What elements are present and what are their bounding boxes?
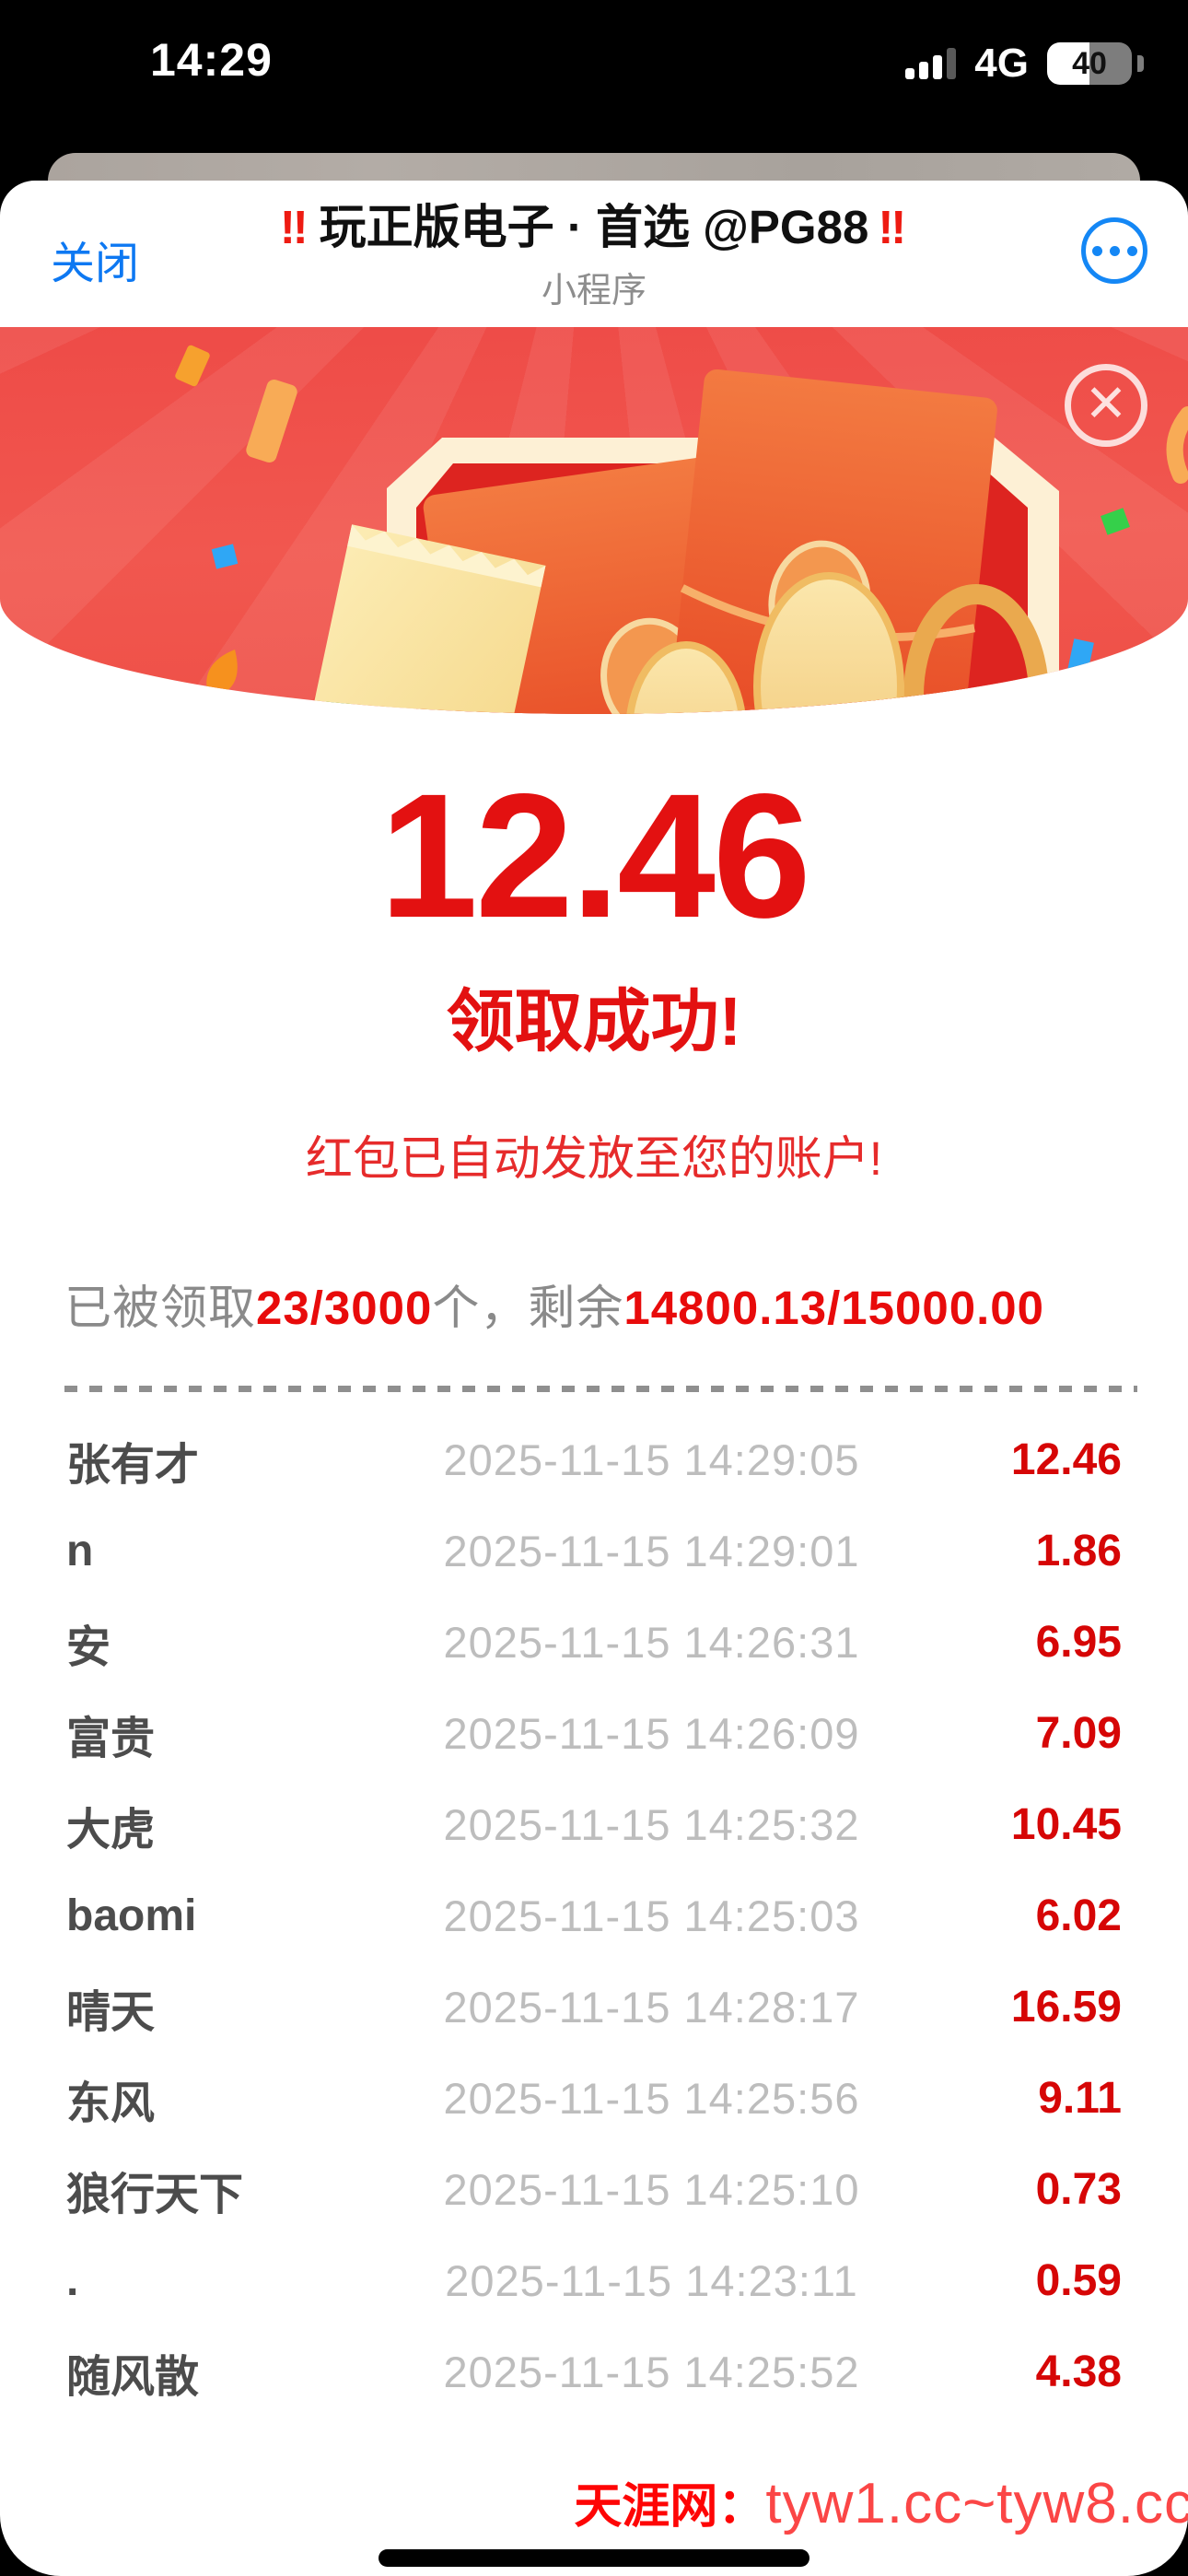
- close-button[interactable]: 关闭: [51, 240, 140, 288]
- record-timestamp: 2025-11-15 14:29:05: [443, 1435, 860, 1484]
- double-bang-icon: ‼: [878, 201, 909, 253]
- battery-icon: 40: [1047, 42, 1132, 85]
- record-row: 晴天 2025-11-15 14:28:17 16.59: [0, 1961, 1188, 2053]
- record-timestamp: 2025-11-15 14:26:31: [443, 1618, 860, 1667]
- record-name: .: [66, 2256, 79, 2305]
- cellular-signal-icon: [905, 48, 957, 79]
- record-name: 富贵: [66, 1714, 156, 1763]
- record-amount: 16.59: [1010, 1983, 1122, 2032]
- record-timestamp: 2025-11-15 14:25:10: [443, 2165, 860, 2214]
- record-timestamp: 2025-11-15 14:23:11: [445, 2256, 858, 2305]
- status-right-cluster: 4G 40: [905, 41, 1144, 87]
- title-block: ‼ 玩正版电子 · 首选 @PG88 ‼ 小程序: [0, 197, 1188, 312]
- close-x-icon: ✕: [1084, 374, 1128, 432]
- miniprogram-label: 小程序: [541, 272, 646, 310]
- record-row: 安 2025-11-15 14:26:31 6.95: [0, 1597, 1188, 1688]
- status-time: 14:29: [150, 34, 273, 86]
- home-indicator[interactable]: [379, 2549, 809, 2567]
- claim-stats: 已被领取23/3000个，剩余14800.13/15000.00: [64, 1282, 1044, 1334]
- record-name: 东风: [66, 2078, 156, 2128]
- record-row: 富贵 2025-11-15 14:26:09 7.09: [0, 1688, 1188, 1779]
- record-amount: 0.59: [1035, 2256, 1122, 2305]
- record-timestamp: 2025-11-15 14:29:01: [443, 1527, 860, 1575]
- battery-percent: 40: [1072, 45, 1107, 81]
- record-amount: 7.09: [1035, 1709, 1122, 1758]
- watermark: 天涯网： tyw1.cc~tyw8.cc: [574, 2467, 1188, 2536]
- record-amount: 9.11: [1038, 2074, 1122, 2123]
- more-options-button[interactable]: [1081, 217, 1147, 284]
- giftbox-illustration: [175, 345, 1188, 714]
- claim-records-list: 张有才 2025-11-15 14:29:05 12.46 n 2025-11-…: [0, 1414, 1188, 2418]
- redpacket-banner: ✕: [0, 327, 1188, 714]
- record-name: 安: [66, 1622, 111, 1672]
- claimed-count: 23/3000: [256, 1282, 433, 1334]
- record-name: 随风散: [66, 2352, 200, 2402]
- dashed-divider: [64, 1386, 1137, 1392]
- record-timestamp: 2025-11-15 14:28:17: [443, 1983, 860, 2032]
- miniprogram-sheet: 关闭 ‼ 玩正版电子 · 首选 @PG88 ‼ 小程序: [0, 181, 1188, 2576]
- record-name: baomi: [66, 1891, 197, 1940]
- record-timestamp: 2025-11-15 14:25:32: [443, 1800, 860, 1849]
- record-amount: 10.45: [1010, 1800, 1122, 1849]
- record-row: 随风散 2025-11-15 14:25:52 4.38: [0, 2326, 1188, 2418]
- miniprogram-header: 关闭 ‼ 玩正版电子 · 首选 @PG88 ‼ 小程序: [0, 181, 1188, 327]
- record-row: 狼行天下 2025-11-15 14:25:10 0.73: [0, 2144, 1188, 2235]
- record-row: 大虎 2025-11-15 14:25:32 10.45: [0, 1779, 1188, 1870]
- network-type-label: 4G: [974, 41, 1029, 86]
- record-name: 晴天: [66, 1987, 156, 2037]
- record-amount: 6.95: [1035, 1618, 1122, 1667]
- record-name: n: [66, 1527, 94, 1575]
- record-timestamp: 2025-11-15 14:26:09: [443, 1709, 860, 1758]
- status-bar: 14:29 4G 40: [0, 0, 1188, 152]
- record-amount: 6.02: [1035, 1891, 1122, 1940]
- record-timestamp: 2025-11-15 14:25:03: [443, 1891, 860, 1940]
- record-row: baomi 2025-11-15 14:25:03 6.02: [0, 1870, 1188, 1961]
- record-name: 大虎: [66, 1805, 156, 1855]
- watermark-url: tyw1.cc~tyw8.cc: [765, 2472, 1188, 2535]
- record-amount: 0.73: [1035, 2165, 1122, 2214]
- record-amount: 4.38: [1035, 2348, 1122, 2396]
- record-name: 张有才: [66, 1440, 200, 1490]
- battery-nub: [1137, 55, 1144, 72]
- record-row: . 2025-11-15 14:23:11 0.59: [0, 2235, 1188, 2326]
- watermark-label: 天涯网：: [574, 2480, 766, 2534]
- record-row: n 2025-11-15 14:29:01 1.86: [0, 1505, 1188, 1597]
- record-amount: 12.46: [1010, 1435, 1122, 1484]
- record-timestamp: 2025-11-15 14:25:52: [443, 2348, 860, 2396]
- record-name: 狼行天下: [66, 2170, 244, 2219]
- redpacket-amount: 12.46: [379, 756, 810, 954]
- double-bang-icon: ‼: [279, 201, 310, 253]
- remaining-amount: 14800.13/15000.00: [623, 1282, 1044, 1334]
- record-row: 张有才 2025-11-15 14:29:05 12.46: [0, 1414, 1188, 1505]
- record-amount: 1.86: [1035, 1527, 1122, 1575]
- record-timestamp: 2025-11-15 14:25:56: [443, 2074, 860, 2123]
- page-title: ‼ 玩正版电子 · 首选 @PG88 ‼: [279, 201, 909, 253]
- record-row: 东风 2025-11-15 14:25:56 9.11: [0, 2053, 1188, 2144]
- claim-success-title: 领取成功!: [446, 983, 742, 1060]
- auto-credit-note: 红包已自动发放至您的账户!: [305, 1132, 883, 1185]
- banner-close-button[interactable]: ✕: [1065, 364, 1147, 447]
